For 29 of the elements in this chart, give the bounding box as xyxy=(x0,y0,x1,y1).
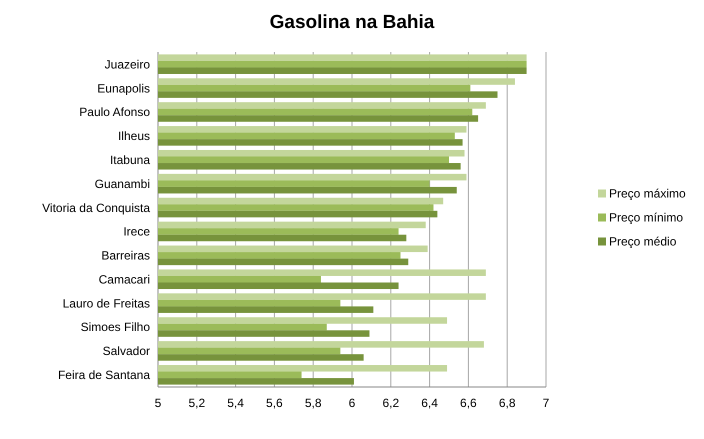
y-tick-label: Eunapolis xyxy=(97,81,150,96)
y-tick-label: Itabuna xyxy=(110,152,150,167)
y-tick-label: Paulo Afonso xyxy=(79,105,150,120)
x-tick-label: 6 xyxy=(348,396,356,410)
y-tick-label: Ilheus xyxy=(118,129,150,144)
x-tick-label: 7 xyxy=(542,396,550,410)
x-tick-label: 5,2 xyxy=(188,396,206,410)
x-tick-label: 6,6 xyxy=(460,396,478,410)
y-tick-label: Camacari xyxy=(98,272,150,286)
legend-label: Preço máximo xyxy=(609,186,686,201)
x-tick-label: 5 xyxy=(154,396,162,410)
legend-label: Preço médio xyxy=(609,234,677,249)
legend-label: Preço mínimo xyxy=(609,210,684,225)
y-tick-label: Guanambi xyxy=(94,176,150,191)
y-tick-label: Salvador xyxy=(102,344,150,358)
x-tick-label: 5,4 xyxy=(227,396,244,410)
y-tick-label: Irece xyxy=(123,224,150,239)
x-tick-label: 6,8 xyxy=(498,396,516,410)
y-tick-label: Simoes Filho xyxy=(80,320,150,334)
y-tick-label: Lauro de Freitas xyxy=(62,296,150,310)
y-tick-label: Barreiras xyxy=(101,248,150,263)
y-tick-label: Juazeiro xyxy=(104,57,150,72)
y-tick-label: Vitoria da Conquista xyxy=(42,200,150,215)
x-tick-label: 6,4 xyxy=(421,396,438,410)
chart-title: Gasolina na Bahia xyxy=(270,12,435,33)
y-tick-label: Feira de Santana xyxy=(58,368,150,382)
x-tick-label: 6,2 xyxy=(382,396,400,410)
x-tick-label: 5,6 xyxy=(266,396,284,410)
x-tick-label: 5,8 xyxy=(304,396,322,410)
